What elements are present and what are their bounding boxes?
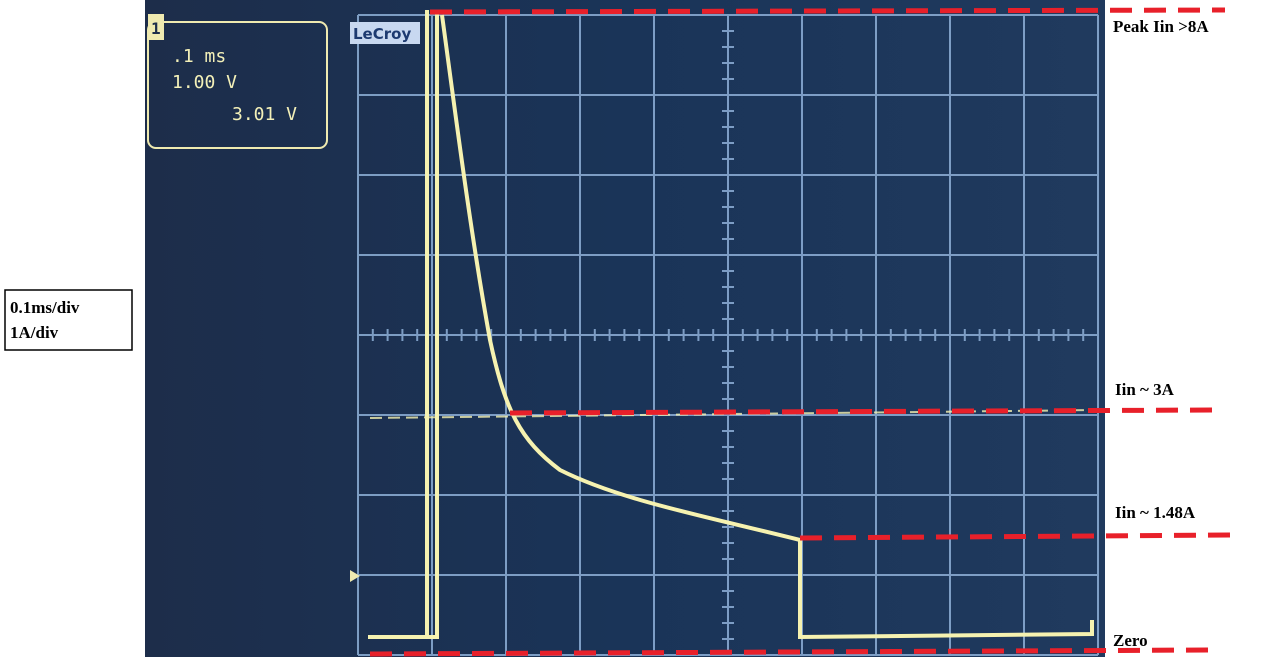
peak-label: Peak Iin >8A <box>1113 17 1209 36</box>
mid-line <box>510 410 1220 413</box>
volts-per-div: 1.00 V <box>172 72 237 93</box>
timebase: .1 ms <box>172 46 226 67</box>
scope-screen <box>145 0 1105 657</box>
offset: 3.01 V <box>232 104 297 125</box>
channel-number: 1 <box>151 19 161 38</box>
page: 1 .1 ms 1.00 V 3.01 V LeCroy Peak Iin >8… <box>0 0 1264 657</box>
figure: 1 .1 ms 1.00 V 3.01 V LeCroy Peak Iin >8… <box>0 0 1264 657</box>
mid-label: Iin ~ 3A <box>1115 380 1175 399</box>
low-label: Iin ~ 1.48A <box>1115 503 1196 522</box>
brand: LeCroy <box>353 25 411 43</box>
time-scale: 0.1ms/div <box>10 298 80 317</box>
zero-label: Zero <box>1113 631 1148 650</box>
current-scale: 1A/div <box>10 323 59 342</box>
